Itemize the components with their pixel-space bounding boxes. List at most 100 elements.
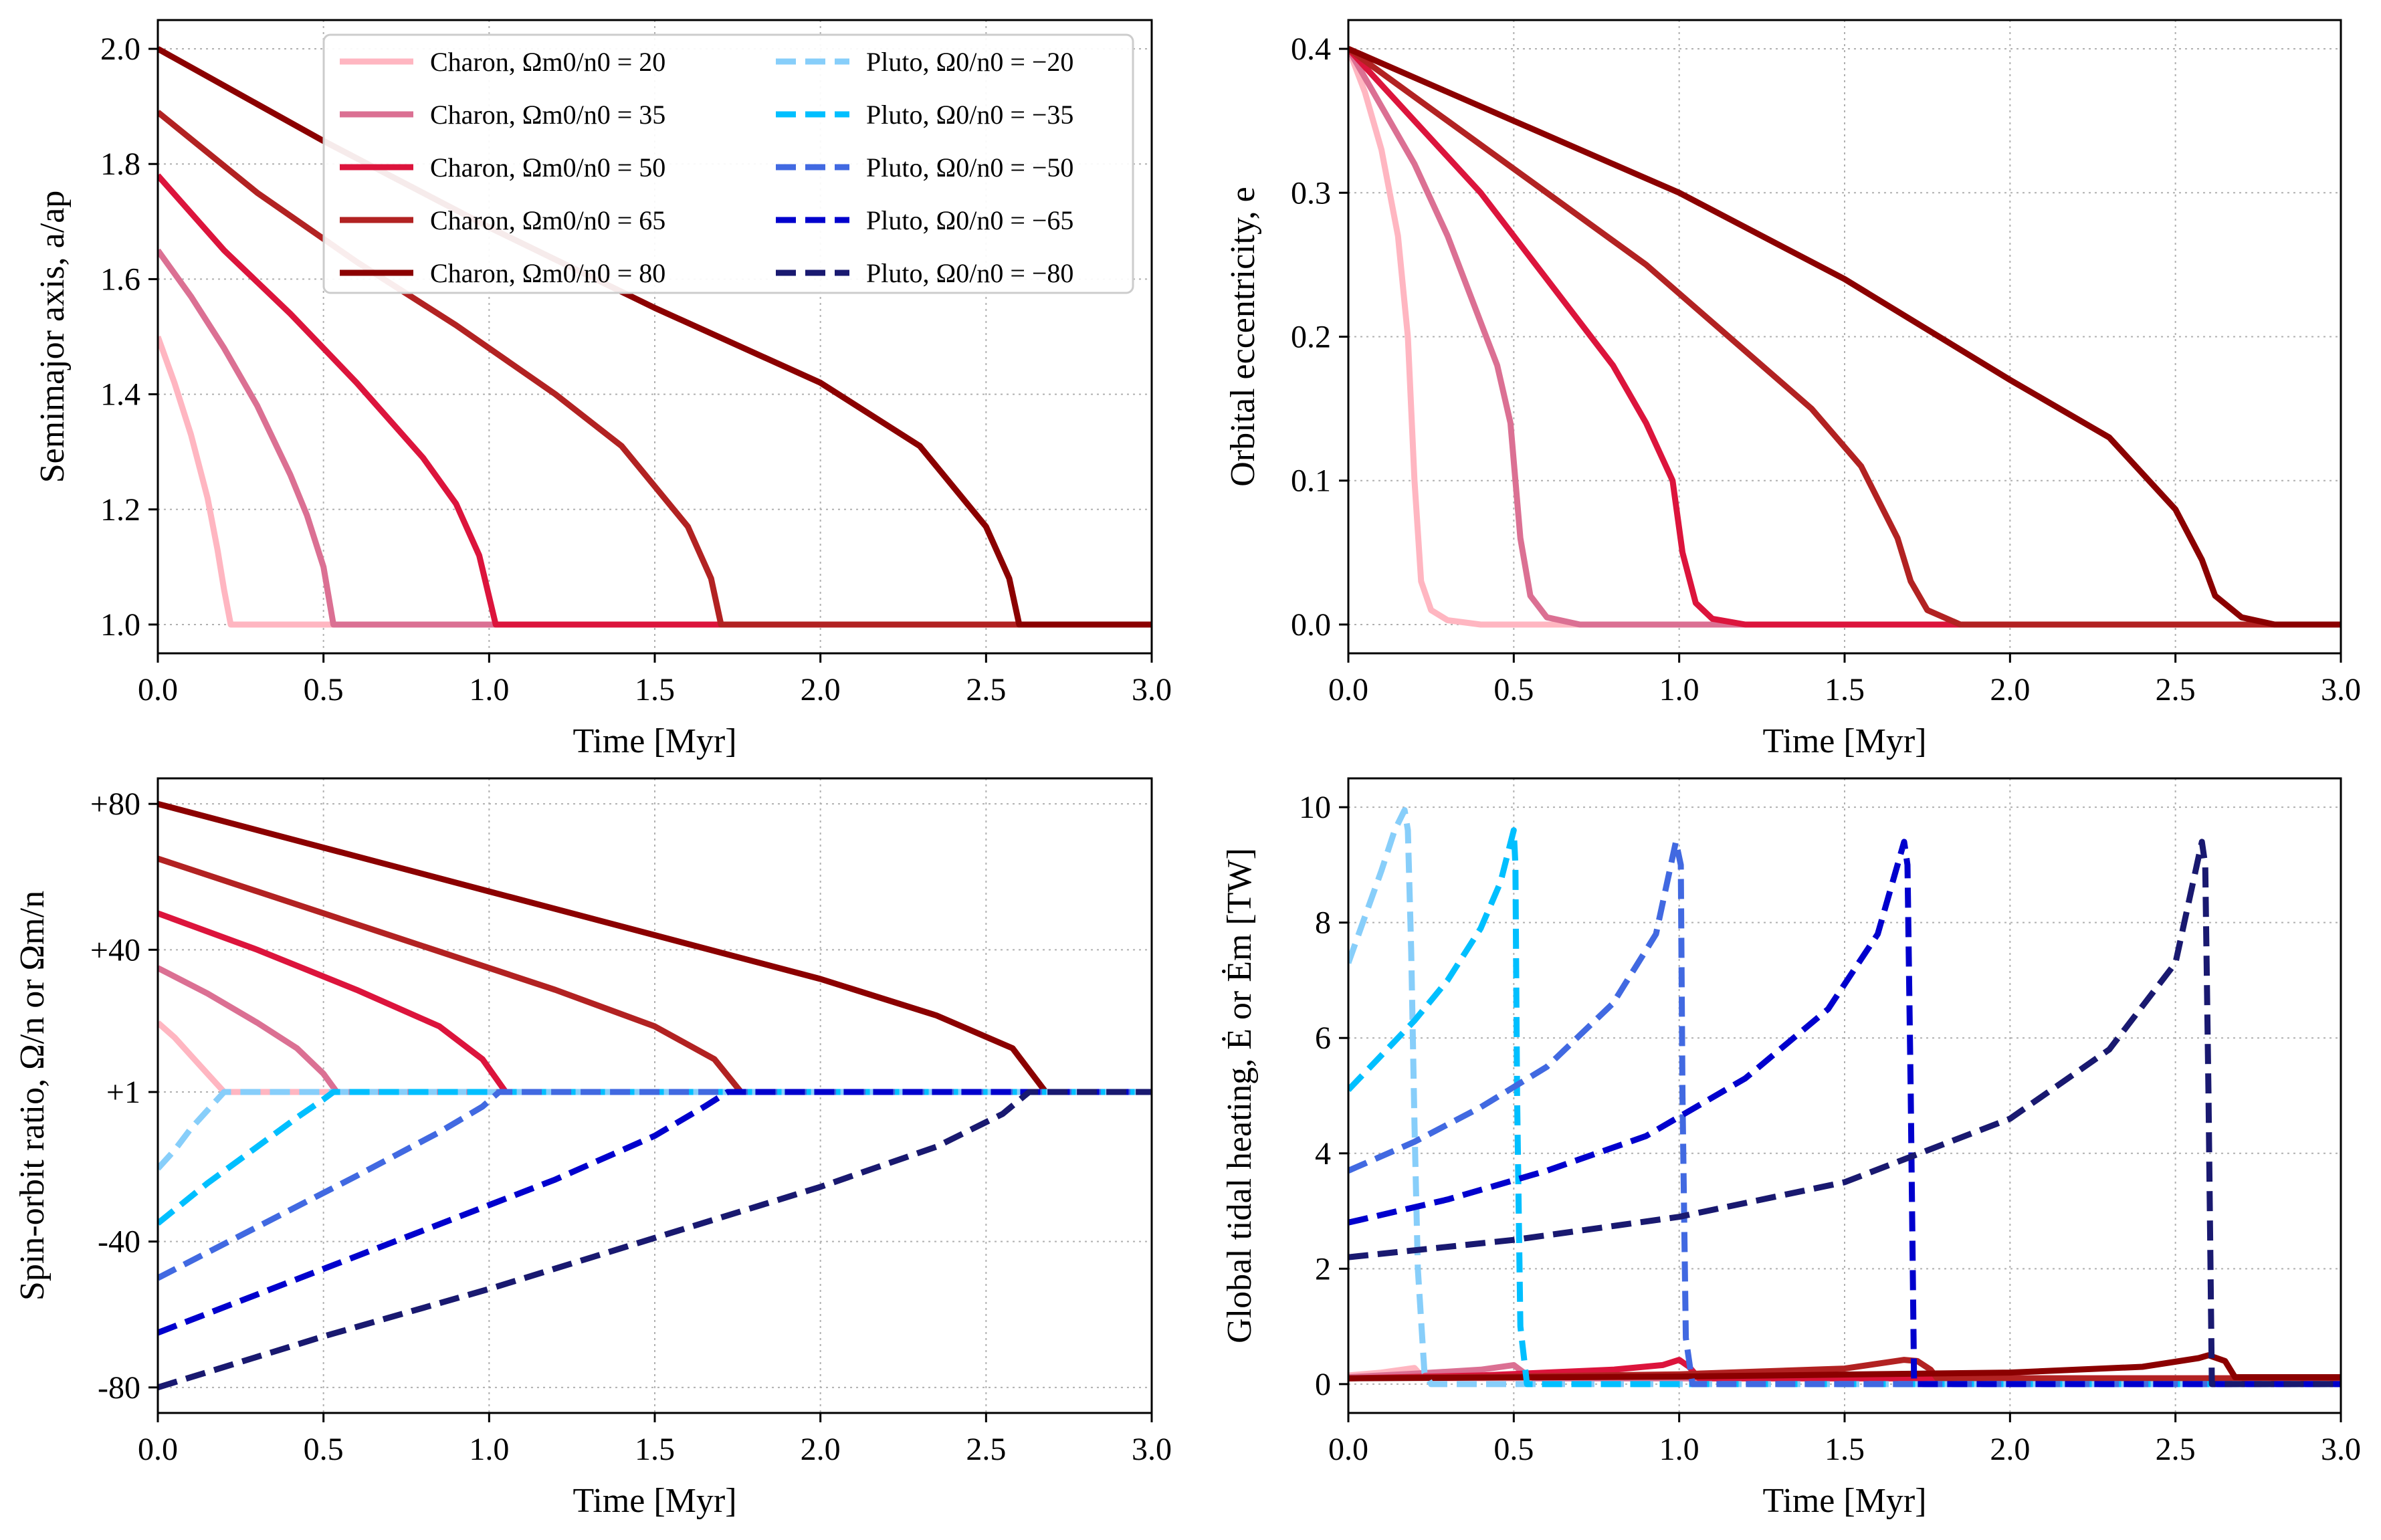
x-axis-title: Time [Myr] [1762,722,1926,760]
x-tick-label: 0.5 [1493,1432,1534,1467]
series-line-charon-omega-m0-n0-65 [158,110,1152,628]
y-tick-label: 6 [1315,1020,1331,1056]
x-tick-label: 3.0 [1132,672,1172,707]
series-line-pluto-omega0-n0-minus-80 [1348,839,2341,1388]
x-tick-label: 1.5 [1825,1432,1865,1467]
x-tick-label: 2.5 [966,672,1006,707]
x-axis-title: Time [Myr] [573,1482,736,1520]
x-tick-label: 1.5 [635,672,675,707]
legend-label-pluto-omega0-n0-minus-50: Pluto, Ω0/n0 = −50 [866,152,1073,183]
series-line-charon-omega-m0-n0-65 [1348,46,2341,628]
x-tick-label: 1.5 [1825,672,1865,707]
series-line-charon-omega-m0-n0-80 [158,800,1152,1095]
x-tick-label: 1.0 [469,672,509,707]
series-line-charon-omega-m0-n0-35 [1348,47,2341,628]
y-tick-label: 0 [1315,1367,1331,1402]
series-line-charon-omega-m0-n0-50 [158,173,1152,628]
y-axis-title: Spin-orbit ratio, Ω/n or Ωm/n [13,891,51,1301]
legend-label-charon-omega-m0-n0-35: Charon, Ωm0/n0 = 35 [430,100,665,130]
y-tick-label: +1 [106,1075,140,1110]
panel-bottom-right: 0.0 0.5 1.0 1.5 2.0 2.5 3.0 0 2 4 6 8 10 Time [Myr] Gl… [1221,777,2361,1520]
series-line-pluto-omega0-n0-minus-20 [158,1089,1152,1171]
x-axis-title: Time [Myr] [1762,1482,1926,1520]
y-tick-label: +80 [90,786,140,822]
x-tick-label: 0.0 [1328,672,1368,707]
y-tick-label: 8 [1315,905,1331,941]
series-group [1348,45,2341,628]
x-tick-label: 3.0 [2321,1432,2361,1467]
y-tick-label: 0.3 [1291,175,1331,211]
y-tick-label: 2.0 [100,31,140,67]
series-line-charon-omega-m0-n0-65 [158,855,1152,1095]
series-line-pluto-omega0-n0-minus-35 [158,1089,1152,1226]
y-tick-label: 1.2 [100,492,140,528]
y-tick-label: -40 [98,1224,140,1260]
x-tick-label: 0.5 [304,1432,344,1467]
x-tick-label: 0.5 [304,672,344,707]
y-tick-label: +40 [90,932,140,968]
series-line-pluto-omega0-n0-minus-50 [158,1089,1152,1281]
x-tick-label: 0.0 [1328,1432,1368,1467]
x-tick-label: 2.5 [966,1432,1006,1467]
x-tick-label: 3.0 [1132,1432,1172,1467]
x-tick-label: 3.0 [2321,672,2361,707]
legend-label-charon-omega-m0-n0-80: Charon, Ωm0/n0 = 80 [430,258,665,288]
series-line-charon-omega-m0-n0-80 [1348,1352,2341,1382]
x-tick-label: 2.0 [1990,1432,2030,1467]
y-tick-label: 0.1 [1291,463,1331,499]
series-line-pluto-omega0-n0-minus-20 [1348,807,2341,1388]
legend-label-charon-omega-m0-n0-20: Charon, Ωm0/n0 = 20 [430,47,665,77]
y-axis-title: Global tidal heating, Ė or Ėm [TW] [1221,848,1259,1343]
panel-bottom-left: 0.0 0.5 1.0 1.5 2.0 2.5 3.0 -80 -40 +1 +40 +80 Time … [13,777,1172,1520]
series-line-charon-omega-m0-n0-80 [1348,45,2341,628]
y-tick-label: 1.6 [100,261,140,297]
y-tick-label: 0.2 [1291,320,1331,355]
x-tick-label: 2.5 [2156,672,2196,707]
series-group [1348,807,2341,1388]
x-tick-label: 0.0 [138,672,178,707]
x-tick-label: 1.5 [635,1432,675,1467]
legend-label-pluto-omega0-n0-minus-80: Pluto, Ω0/n0 = −80 [866,258,1073,288]
legend-label-pluto-omega0-n0-minus-65: Pluto, Ω0/n0 = −65 [866,205,1073,235]
y-tick-label: 0.0 [1291,607,1331,643]
legend-box [322,33,1134,294]
legend-label-pluto-omega0-n0-minus-35: Pluto, Ω0/n0 = −35 [866,100,1073,130]
series-line-pluto-omega0-n0-minus-65 [1348,839,2341,1388]
x-tick-label: 1.0 [469,1432,509,1467]
y-axis-title: Semimajor axis, a/ap [33,191,72,483]
series-line-charon-omega-m0-n0-50 [1348,46,2341,628]
y-tick-label: -80 [98,1370,140,1406]
y-tick-label: 1.8 [100,146,140,182]
x-tick-label: 0.5 [1493,672,1534,707]
x-tick-label: 0.0 [138,1432,178,1467]
x-tick-label: 1.0 [1659,1432,1699,1467]
series-group [158,800,1152,1391]
series-group [158,46,1152,628]
y-tick-label: 4 [1315,1136,1331,1172]
x-tick-label: 1.0 [1659,672,1699,707]
y-tick-label: 0.4 [1291,31,1331,67]
x-tick-label: 2.0 [801,1432,841,1467]
series-line-pluto-omega0-n0-minus-65 [158,1089,1152,1336]
y-tick-label: 2 [1315,1251,1331,1287]
series-line-charon-omega-m0-n0-20 [158,335,1152,628]
series-line-charon-omega-m0-n0-35 [158,248,1152,628]
y-axis-title: Orbital eccentricity, e [1224,187,1262,487]
legend: Charon, Ωm0/n0 = 20 Charon, Ωm0/n0 = 35 Ch… [322,33,1134,294]
x-tick-label: 2.5 [2156,1432,2196,1467]
legend-label-pluto-omega0-n0-minus-20: Pluto, Ω0/n0 = −20 [866,47,1073,77]
series-line-pluto-omega0-n0-minus-80 [158,1089,1152,1391]
legend-label-charon-omega-m0-n0-65: Charon, Ωm0/n0 = 65 [430,205,665,235]
panel-top-left: 0.0 0.5 1.0 1.5 2.0 2.5 3.0 1.0 1.2 1.4 1.6 1.8 2.0 T… [33,19,1172,760]
x-tick-label: 2.0 [1990,672,2030,707]
y-tick-label: 1.4 [100,377,140,413]
x-axis-title: Time [Myr] [573,722,736,760]
y-tick-label: 10 [1299,790,1331,825]
y-tick-label: 1.0 [100,607,140,643]
legend-label-charon-omega-m0-n0-50: Charon, Ωm0/n0 = 50 [430,152,665,183]
x-tick-label: 2.0 [801,672,841,707]
series-line-pluto-omega0-n0-minus-50 [1348,839,2341,1388]
series-line-charon-omega-m0-n0-20 [1348,47,2341,628]
